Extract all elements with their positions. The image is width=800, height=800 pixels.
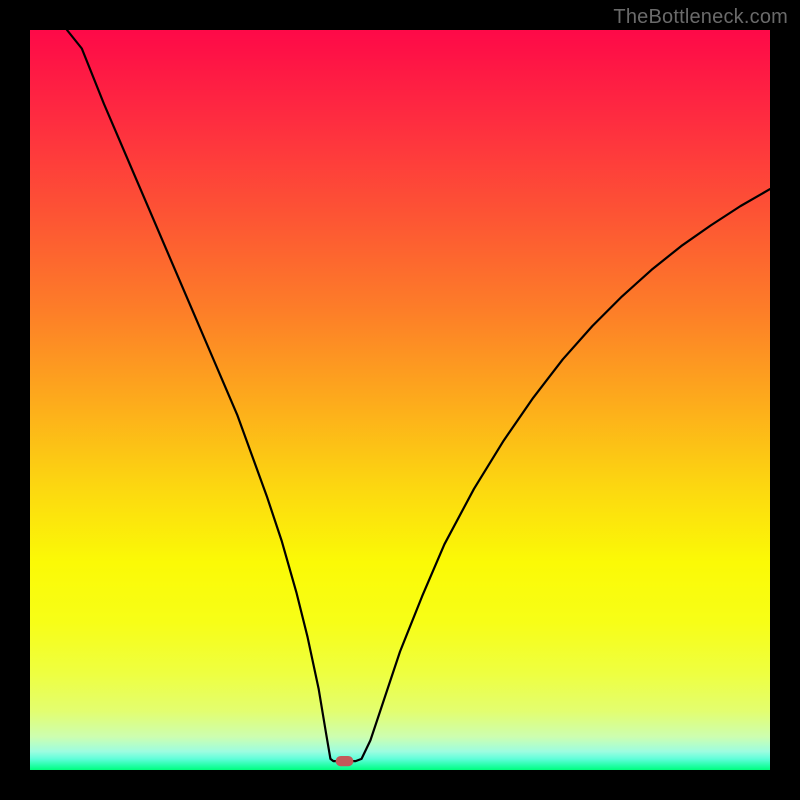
- optimal-point-marker: [336, 756, 354, 766]
- watermark-text: TheBottleneck.com: [613, 6, 788, 29]
- bottleneck-curve-chart: [0, 0, 800, 800]
- chart-background-gradient: [30, 30, 770, 770]
